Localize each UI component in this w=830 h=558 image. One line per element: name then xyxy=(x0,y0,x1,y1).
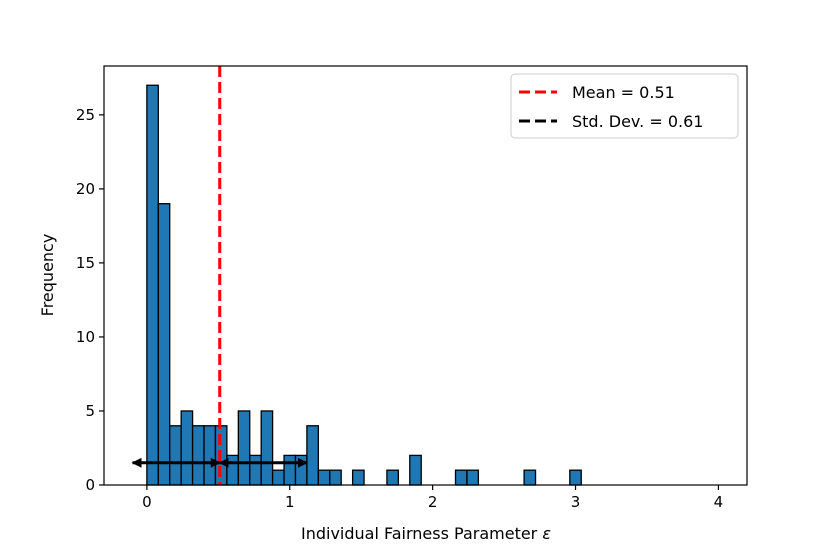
y-tick-label: 10 xyxy=(76,328,95,346)
x-tick-label: 2 xyxy=(428,493,438,511)
histogram-bar xyxy=(226,454,239,486)
histogram-bar xyxy=(260,410,274,486)
histogram-bar xyxy=(237,410,251,486)
legend-label: Std. Dev. = 0.61 xyxy=(572,112,703,131)
y-tick-label: 20 xyxy=(76,180,95,198)
histogram-bar xyxy=(409,454,422,486)
histogram-bar xyxy=(569,469,582,486)
histogram-bar xyxy=(454,469,468,486)
axes-layer: 0 1 2 3 4 0 5 10 15 20 25 xyxy=(76,65,748,511)
legend-box xyxy=(510,73,739,139)
legend: Mean = 0.51 Std. Dev. = 0.61 xyxy=(510,73,739,139)
legend-label: Mean = 0.51 xyxy=(572,83,675,102)
bars-layer xyxy=(146,84,582,486)
histogram-bar xyxy=(466,469,480,486)
histogram-bar xyxy=(317,469,331,486)
histogram-bar xyxy=(523,469,537,486)
y-tick-label: 25 xyxy=(76,106,95,124)
y-axis-label: Frequency xyxy=(38,234,57,317)
histogram-bar xyxy=(283,454,297,486)
histogram-bar xyxy=(271,469,285,486)
histogram-bar xyxy=(249,454,262,486)
histogram-bar xyxy=(146,84,159,486)
histogram-bar xyxy=(203,425,217,486)
histogram-bar xyxy=(157,203,171,486)
histogram-bar xyxy=(351,469,365,486)
overlay-layer xyxy=(131,66,308,485)
histogram-bar xyxy=(306,425,319,486)
x-tick-label: 4 xyxy=(714,493,724,511)
histogram-bar xyxy=(169,425,182,486)
x-tick-label: 1 xyxy=(285,493,295,511)
plot-frame xyxy=(103,65,748,486)
histogram-bar xyxy=(191,425,205,486)
histogram-bar xyxy=(294,454,308,486)
histogram-bar xyxy=(386,469,400,486)
x-axis-label: Individual Fairness Parameter ε xyxy=(301,524,551,543)
y-tick-label: 0 xyxy=(85,476,95,494)
y-tick-label: 15 xyxy=(76,254,95,272)
histogram-bar xyxy=(329,469,342,486)
x-tick-label: 0 xyxy=(142,493,152,511)
histogram-bar xyxy=(180,410,194,486)
x-tick-label: 3 xyxy=(571,493,581,511)
y-tick-label: 5 xyxy=(85,402,95,420)
